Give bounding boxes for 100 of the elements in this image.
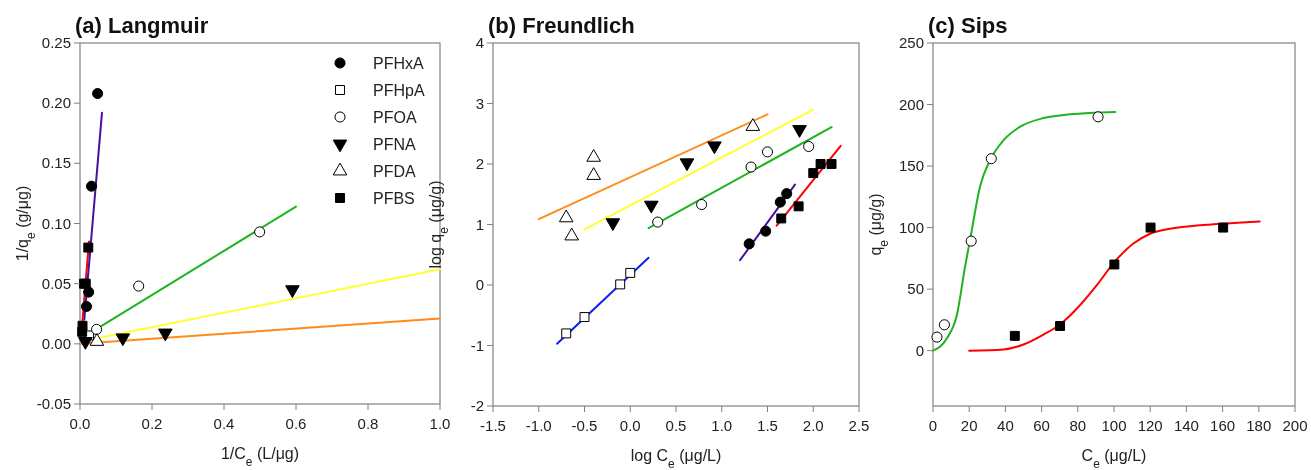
- point: [815, 159, 826, 169]
- point: [745, 161, 757, 173]
- y-tick-label: 0: [915, 341, 924, 359]
- point: [89, 333, 105, 346]
- y-tick-label: 0.20: [41, 94, 71, 112]
- x-tick-label: 1.5: [757, 417, 778, 434]
- point: [558, 209, 574, 223]
- x-tick-label: 0.4: [213, 415, 235, 432]
- x-tick-label: -1.5: [480, 417, 506, 434]
- point: [793, 201, 804, 212]
- point: [133, 280, 145, 292]
- point: [1145, 222, 1156, 233]
- x-tick-label: 80: [1069, 417, 1087, 434]
- y-tick-label: 4: [475, 34, 484, 51]
- x-axis-title: log C$_{e}$ (μg/L): [630, 447, 722, 470]
- x-tick-label: 0.0: [619, 417, 641, 434]
- y-tick-label: 0: [475, 276, 484, 293]
- point: [1055, 321, 1066, 331]
- point: [774, 196, 786, 208]
- x-tick-label: 180: [1246, 417, 1272, 434]
- x-tick-label: 200: [1282, 417, 1308, 434]
- point: [808, 168, 819, 179]
- point: [254, 226, 266, 238]
- point: [652, 216, 664, 228]
- point: [77, 320, 88, 331]
- x-tick-label: -1.0: [525, 417, 552, 434]
- point: [1092, 111, 1104, 123]
- legend-label: PFHpA: [373, 82, 425, 99]
- x-tick-label: 0: [928, 417, 938, 434]
- point: [1009, 330, 1020, 341]
- point: [776, 213, 787, 224]
- x-tick-label: 0.0: [69, 415, 91, 432]
- x-tick-label: 0.5: [665, 417, 687, 434]
- line-series: [932, 110, 1117, 352]
- point: [1218, 222, 1229, 233]
- x-tick-label: 0.6: [285, 415, 307, 432]
- point: [931, 331, 943, 343]
- x-tick-label: 140: [1173, 417, 1199, 434]
- y-tick-label: 2: [475, 155, 484, 172]
- point: [803, 140, 815, 152]
- x-tick-label: 2.0: [802, 417, 824, 434]
- point: [965, 235, 977, 247]
- y-tick-label: 0.05: [41, 274, 71, 292]
- point: [80, 300, 93, 313]
- point: [696, 199, 708, 211]
- x-tick-label: 1.0: [429, 415, 451, 432]
- y-tick-label: 200: [898, 95, 924, 113]
- legend-label: PFBS: [373, 190, 415, 207]
- y-tick-label: 100: [898, 218, 924, 236]
- x-tick-label: 40: [997, 417, 1014, 434]
- x-tick-label: 100: [1101, 417, 1127, 434]
- point: [792, 125, 807, 138]
- x-tick-label: 0.2: [141, 415, 163, 432]
- legend-label: PFDA: [373, 163, 416, 180]
- y-tick-label: 0.25: [41, 34, 71, 51]
- point: [781, 188, 793, 200]
- x-axis-title: C$_{e}$ (μg/L): [1081, 447, 1147, 470]
- chart-title: (c) Sips: [928, 13, 1008, 38]
- y-tick-label: 50: [907, 280, 924, 298]
- point: [615, 279, 626, 290]
- chart-title: (a) Langmuir: [75, 13, 209, 38]
- x-tick-label: 1.0: [711, 417, 733, 434]
- chart-title: (b) Freundlich: [488, 13, 635, 38]
- y-tick-label: 150: [898, 157, 924, 175]
- point: [91, 323, 103, 335]
- y-tick-label: -0.05: [36, 395, 71, 412]
- x-tick-label: 120: [1137, 417, 1163, 434]
- y-tick-label: 0.00: [41, 334, 71, 352]
- y-tick-label: -2: [470, 397, 484, 414]
- point: [579, 312, 590, 323]
- point: [586, 149, 601, 162]
- y-tick-label: 250: [898, 34, 924, 51]
- point: [561, 328, 572, 339]
- point: [985, 153, 997, 165]
- point: [92, 88, 104, 100]
- x-tick-label: -0.5: [571, 417, 598, 434]
- x-tick-label: 2.5: [848, 417, 870, 434]
- point: [743, 238, 755, 250]
- point: [1109, 259, 1120, 270]
- x-tick-label: 60: [1033, 417, 1050, 434]
- legend-label: PFNA: [373, 136, 416, 153]
- x-tick-label: 160: [1210, 417, 1236, 434]
- y-tick-label: 3: [475, 94, 484, 112]
- point: [938, 319, 950, 331]
- point: [761, 146, 774, 158]
- point: [760, 225, 772, 237]
- y-tick-label: -1: [470, 336, 484, 354]
- y-tick-label: 0.10: [41, 214, 71, 232]
- line-series: [968, 220, 1261, 352]
- point: [85, 180, 98, 192]
- x-axis-title: 1/C$_{e}$ (L/μg): [220, 445, 300, 469]
- legend-label: PFHxA: [373, 55, 424, 72]
- point: [826, 159, 837, 169]
- legend-label: PFOA: [373, 109, 417, 126]
- x-tick-label: 0.8: [357, 415, 379, 432]
- point: [644, 200, 659, 214]
- point: [625, 267, 636, 278]
- y-tick-label: 1: [475, 215, 484, 233]
- y-tick-label: 0.15: [41, 154, 71, 172]
- point: [83, 242, 94, 253]
